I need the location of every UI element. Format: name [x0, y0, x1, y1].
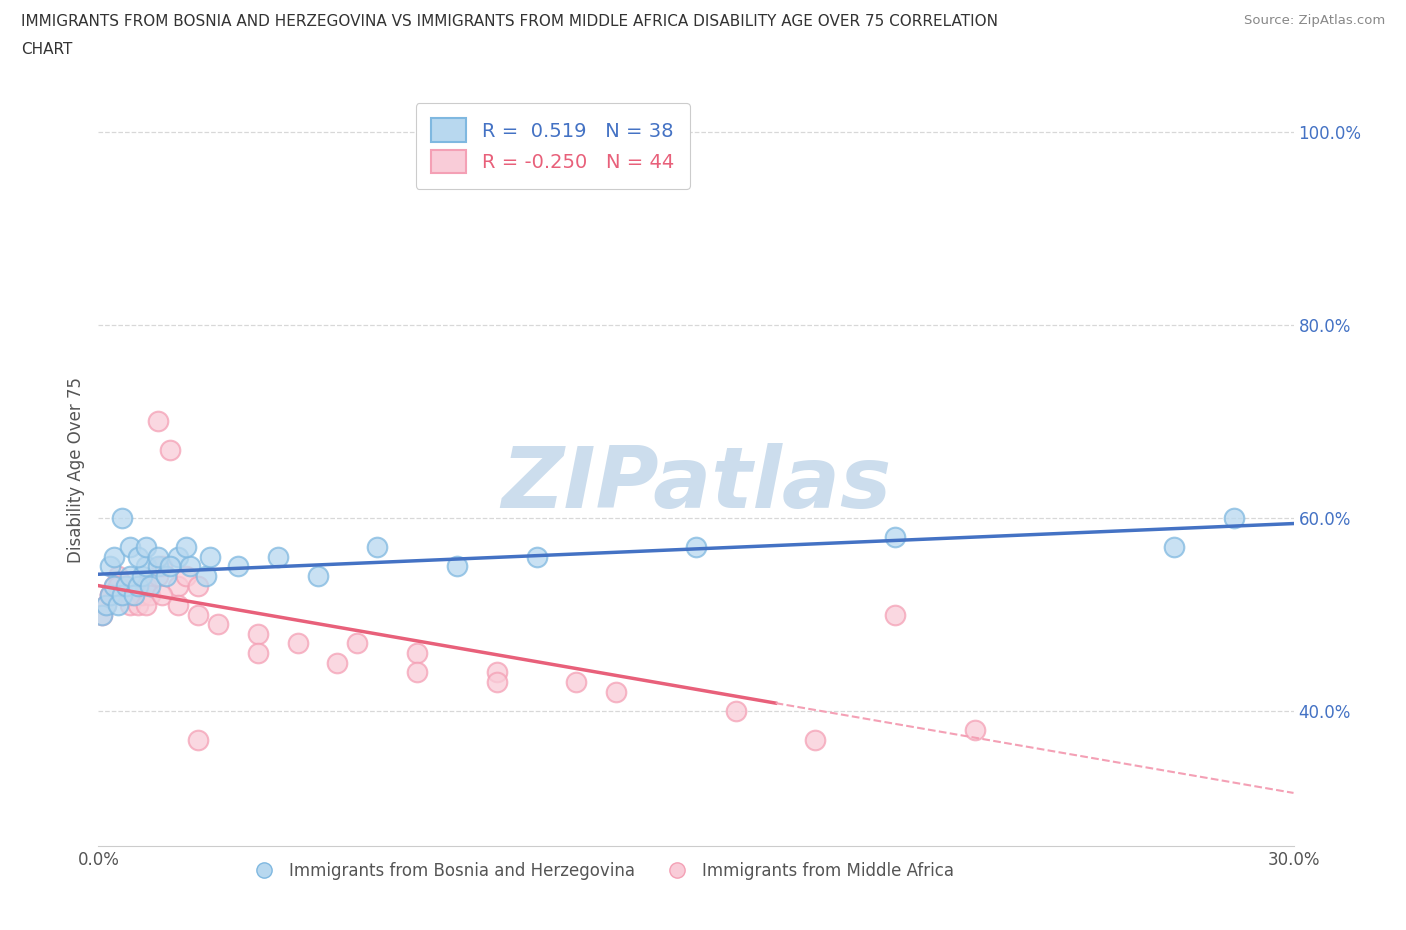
- Point: [111, 511, 134, 525]
- Point: [135, 539, 157, 554]
- Point: [91, 607, 114, 622]
- Point: [91, 607, 114, 622]
- Point: [98, 559, 122, 574]
- Point: [1163, 539, 1185, 554]
- Point: [685, 539, 707, 554]
- Point: [174, 539, 197, 554]
- Point: [120, 568, 142, 583]
- Point: [526, 549, 548, 564]
- Point: [139, 588, 162, 603]
- Point: [96, 597, 118, 612]
- Point: [605, 684, 627, 699]
- Point: [159, 559, 181, 574]
- Text: ZIPatlas: ZIPatlas: [501, 444, 891, 526]
- Point: [174, 568, 197, 583]
- Point: [207, 617, 229, 631]
- Point: [98, 588, 122, 603]
- Point: [124, 588, 146, 603]
- Point: [485, 665, 508, 680]
- Point: [187, 733, 209, 748]
- Point: [167, 578, 190, 593]
- Point: [148, 414, 170, 429]
- Point: [135, 597, 157, 612]
- Point: [135, 578, 157, 593]
- Point: [139, 578, 162, 593]
- Point: [98, 588, 122, 603]
- Point: [115, 578, 138, 593]
- Point: [246, 645, 269, 660]
- Point: [179, 559, 201, 574]
- Point: [187, 607, 209, 622]
- Point: [307, 568, 329, 583]
- Legend: Immigrants from Bosnia and Herzegovina, Immigrants from Middle Africa: Immigrants from Bosnia and Herzegovina, …: [240, 856, 960, 887]
- Point: [485, 674, 508, 689]
- Point: [120, 597, 142, 612]
- Point: [346, 636, 368, 651]
- Point: [103, 549, 125, 564]
- Point: [107, 568, 129, 583]
- Point: [131, 568, 153, 583]
- Point: [246, 627, 269, 642]
- Point: [127, 549, 149, 564]
- Text: IMMIGRANTS FROM BOSNIA AND HERZEGOVINA VS IMMIGRANTS FROM MIDDLE AFRICA DISABILI: IMMIGRANTS FROM BOSNIA AND HERZEGOVINA V…: [21, 14, 998, 29]
- Point: [406, 665, 429, 680]
- Point: [159, 443, 181, 458]
- Point: [167, 549, 190, 564]
- Point: [96, 597, 118, 612]
- Point: [326, 656, 349, 671]
- Point: [107, 578, 129, 593]
- Point: [107, 597, 129, 612]
- Point: [111, 588, 134, 603]
- Point: [406, 645, 429, 660]
- Point: [111, 588, 134, 603]
- Point: [155, 568, 177, 583]
- Point: [198, 549, 221, 564]
- Point: [963, 723, 986, 737]
- Point: [267, 549, 290, 564]
- Point: [287, 636, 309, 651]
- Point: [167, 597, 190, 612]
- Point: [127, 578, 149, 593]
- Point: [195, 568, 218, 583]
- Point: [148, 559, 170, 574]
- Point: [120, 539, 142, 554]
- Text: Source: ZipAtlas.com: Source: ZipAtlas.com: [1244, 14, 1385, 27]
- Point: [124, 588, 146, 603]
- Point: [131, 588, 153, 603]
- Point: [1223, 511, 1246, 525]
- Point: [446, 559, 468, 574]
- Point: [127, 597, 149, 612]
- Point: [724, 704, 747, 719]
- Point: [884, 607, 907, 622]
- Point: [187, 578, 209, 593]
- Point: [565, 674, 588, 689]
- Point: [148, 549, 170, 564]
- Point: [804, 733, 827, 748]
- Point: [150, 588, 173, 603]
- Point: [135, 559, 157, 574]
- Point: [120, 588, 142, 603]
- Point: [150, 559, 173, 574]
- Point: [98, 588, 122, 603]
- Point: [884, 530, 907, 545]
- Point: [148, 568, 170, 583]
- Point: [103, 578, 125, 593]
- Point: [103, 578, 125, 593]
- Text: CHART: CHART: [21, 42, 73, 57]
- Point: [366, 539, 388, 554]
- Point: [115, 578, 138, 593]
- Point: [226, 559, 249, 574]
- Y-axis label: Disability Age Over 75: Disability Age Over 75: [66, 377, 84, 563]
